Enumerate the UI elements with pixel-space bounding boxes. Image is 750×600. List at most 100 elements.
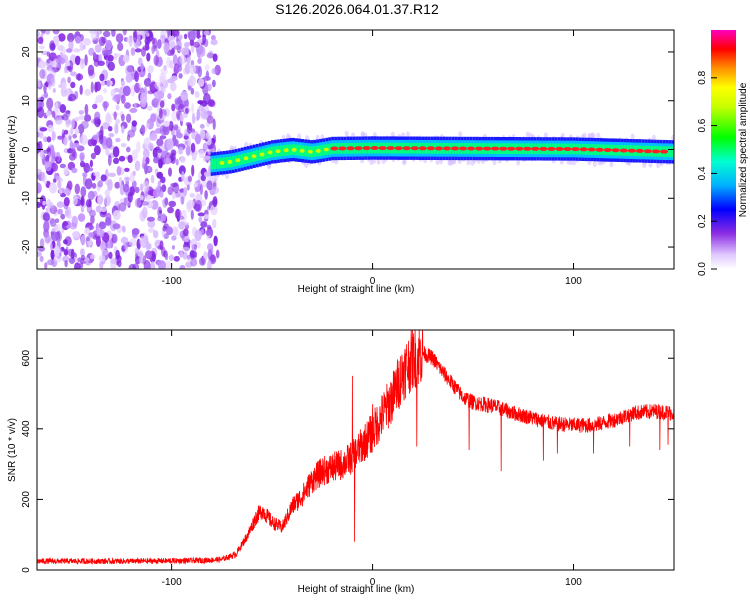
noise-blob xyxy=(180,90,189,102)
noise-blob xyxy=(87,139,94,147)
noise-blob xyxy=(67,32,75,43)
noise-blob xyxy=(180,196,185,205)
ridge-band xyxy=(240,153,244,165)
noise-blob xyxy=(121,113,125,122)
noise-blob xyxy=(44,233,51,244)
noise-blob xyxy=(88,232,94,238)
noise-blob xyxy=(158,260,166,269)
ridge-haze xyxy=(304,162,309,168)
ridge-band xyxy=(216,158,220,169)
noise-blob xyxy=(144,250,153,260)
noise-blob xyxy=(167,93,172,100)
noise-blob xyxy=(177,65,183,72)
noise-blob xyxy=(68,135,72,141)
noise-blob xyxy=(181,171,185,182)
noise-blob xyxy=(163,157,172,165)
noise-blob xyxy=(43,175,48,185)
noise-blob xyxy=(105,39,113,51)
noise-blob xyxy=(37,36,44,45)
noise-blob xyxy=(44,30,51,35)
noise-blob xyxy=(212,218,217,229)
noise-blob xyxy=(107,54,114,62)
noise-blob xyxy=(38,45,46,50)
noise-blob xyxy=(65,119,72,125)
noise-blob xyxy=(203,135,212,140)
noise-blob xyxy=(87,64,95,77)
noise-blob xyxy=(74,128,80,135)
noise-blob xyxy=(147,142,154,151)
snr-x-tick-label: -100 xyxy=(162,577,182,588)
ridge-core xyxy=(251,154,257,159)
colorbar-tick-label: 0.4 xyxy=(697,166,708,180)
noise-blob xyxy=(212,196,218,208)
noise-blob xyxy=(137,30,144,35)
noise-blob xyxy=(99,134,104,145)
noise-blob xyxy=(51,110,56,118)
noise-blob xyxy=(207,99,215,106)
noise-blob xyxy=(94,145,101,156)
noise-blob xyxy=(52,30,60,35)
noise-blob xyxy=(57,57,66,65)
noise-blob xyxy=(206,180,213,191)
noise-blob xyxy=(151,45,155,54)
noise-blob xyxy=(55,117,63,125)
noise-blob xyxy=(37,142,41,154)
noise-blob xyxy=(187,85,192,91)
noise-blob xyxy=(161,150,166,158)
noise-blob xyxy=(142,45,150,51)
ridge-haze xyxy=(344,130,349,137)
noise-blob xyxy=(159,135,167,140)
noise-blob xyxy=(167,206,174,214)
noise-blob xyxy=(204,64,210,72)
noise-blob xyxy=(62,221,69,226)
figure-title: S126.2026.064.01.37.R12 xyxy=(275,1,439,17)
noise-blob xyxy=(77,73,81,81)
noise-blob xyxy=(153,230,159,239)
noise-blob xyxy=(139,195,144,201)
noise-blob xyxy=(182,228,189,237)
noise-blob xyxy=(42,200,46,206)
noise-blob xyxy=(140,183,144,192)
colorbar-tick-label: 0.8 xyxy=(697,70,708,84)
noise-blob xyxy=(194,150,199,156)
noise-blob xyxy=(84,88,91,96)
noise-blob xyxy=(49,202,54,209)
noise-blob xyxy=(165,226,173,236)
noise-blob xyxy=(207,259,212,269)
noise-blob xyxy=(67,76,71,84)
spectrogram-x-label: Height of straight line (km) xyxy=(298,284,415,295)
snr-x-tick-label: 100 xyxy=(565,577,582,588)
ridge-band xyxy=(273,146,277,157)
ridge-haze xyxy=(297,133,302,140)
noise-blob xyxy=(118,155,126,162)
ridge-haze xyxy=(651,134,656,141)
noise-blob xyxy=(49,218,57,227)
noise-blob xyxy=(50,42,56,51)
spectrogram-y-label: Frequency (Hz) xyxy=(7,116,18,185)
ridge-core xyxy=(515,146,524,151)
spectrogram-x-tick-label: 0 xyxy=(370,276,376,287)
noise-blob xyxy=(104,189,111,197)
noise-blob xyxy=(134,247,140,255)
noise-blob xyxy=(203,171,211,177)
colorbar-label: Normalized spectral amplitude xyxy=(738,82,749,217)
noise-blob xyxy=(107,154,112,166)
ridge-haze xyxy=(435,159,440,165)
noise-blob xyxy=(171,226,179,237)
noise-blob xyxy=(70,71,77,77)
ridge-haze xyxy=(390,131,395,138)
noise-blob xyxy=(63,137,68,146)
noise-blob xyxy=(133,31,138,43)
noise-blob xyxy=(120,94,126,105)
noise-blob xyxy=(131,120,137,127)
noise-blob xyxy=(212,186,219,194)
ridge-core xyxy=(235,158,241,163)
noise-blob xyxy=(40,96,45,103)
ridge-core xyxy=(587,147,596,152)
noise-blob xyxy=(134,160,141,172)
ridge-core xyxy=(563,147,572,151)
noise-blob xyxy=(187,175,193,183)
noise-blob xyxy=(204,190,208,200)
noise-blob xyxy=(98,254,106,262)
noise-blob xyxy=(190,45,195,52)
